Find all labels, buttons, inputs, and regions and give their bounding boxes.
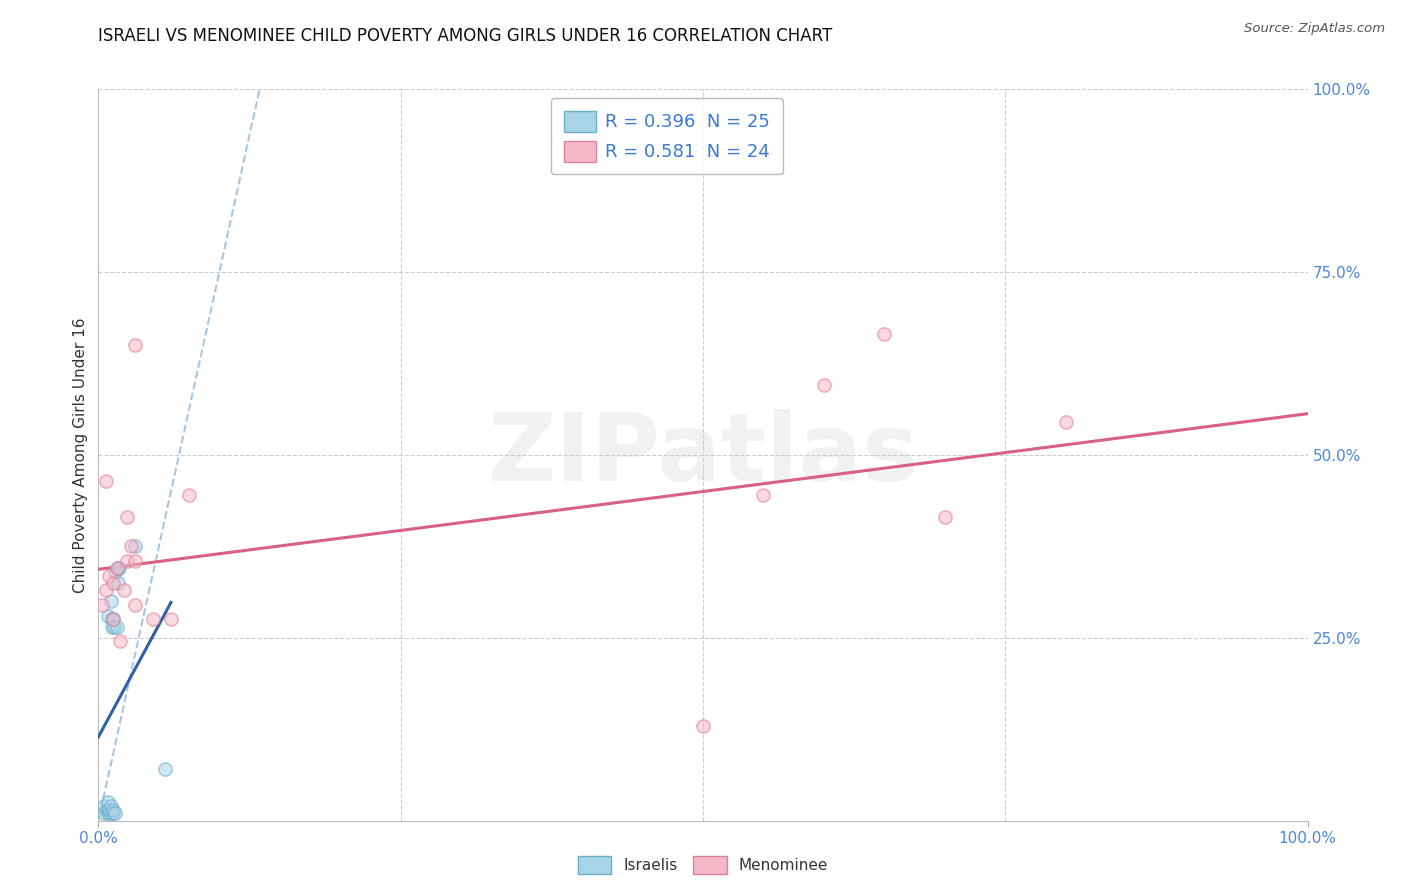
- Point: [117, 510, 139, 524]
- Point: [105, 561, 128, 575]
- Point: [98, 568, 121, 582]
- Point: [97, 608, 120, 623]
- Point: [120, 539, 142, 553]
- Point: [153, 763, 176, 777]
- Text: Source: ZipAtlas.com: Source: ZipAtlas.com: [1244, 22, 1385, 36]
- Point: [104, 806, 127, 821]
- Point: [752, 488, 775, 502]
- Point: [104, 565, 127, 579]
- Point: [101, 803, 124, 817]
- Text: ISRAELI VS MENOMINEE CHILD POVERTY AMONG GIRLS UNDER 16 CORRELATION CHART: ISRAELI VS MENOMINEE CHILD POVERTY AMONG…: [98, 27, 832, 45]
- Point: [94, 583, 117, 598]
- Legend: Israelis, Menominee: Israelis, Menominee: [572, 850, 834, 880]
- Point: [94, 474, 117, 488]
- Point: [108, 561, 131, 575]
- Point: [813, 378, 835, 392]
- Point: [97, 796, 120, 810]
- Point: [98, 803, 121, 817]
- Point: [107, 576, 129, 591]
- Point: [873, 327, 896, 342]
- Point: [96, 803, 118, 817]
- Point: [101, 612, 124, 626]
- Point: [100, 594, 122, 608]
- Point: [934, 510, 956, 524]
- Point: [179, 488, 201, 502]
- Point: [108, 634, 131, 648]
- Point: [124, 598, 146, 612]
- Point: [124, 539, 146, 553]
- Point: [98, 806, 121, 821]
- Point: [91, 598, 114, 612]
- Point: [692, 718, 714, 732]
- Text: ZIPatlas: ZIPatlas: [488, 409, 918, 501]
- Point: [105, 620, 128, 634]
- Y-axis label: Child Poverty Among Girls Under 16: Child Poverty Among Girls Under 16: [73, 318, 89, 592]
- Point: [112, 583, 135, 598]
- Point: [97, 806, 120, 821]
- Point: [1054, 415, 1077, 429]
- Point: [124, 554, 146, 568]
- Point: [117, 554, 139, 568]
- Point: [142, 612, 165, 626]
- Point: [160, 612, 183, 626]
- Point: [101, 806, 124, 821]
- Point: [100, 620, 122, 634]
- Point: [107, 561, 129, 575]
- Point: [93, 799, 115, 814]
- Point: [101, 576, 124, 591]
- Point: [100, 799, 122, 814]
- Point: [103, 620, 125, 634]
- Point: [124, 338, 146, 352]
- Point: [101, 612, 124, 626]
- Point: [100, 612, 122, 626]
- Point: [100, 806, 122, 821]
- Legend: R = 0.396  N = 25, R = 0.581  N = 24: R = 0.396 N = 25, R = 0.581 N = 24: [551, 98, 783, 174]
- Point: [93, 806, 115, 821]
